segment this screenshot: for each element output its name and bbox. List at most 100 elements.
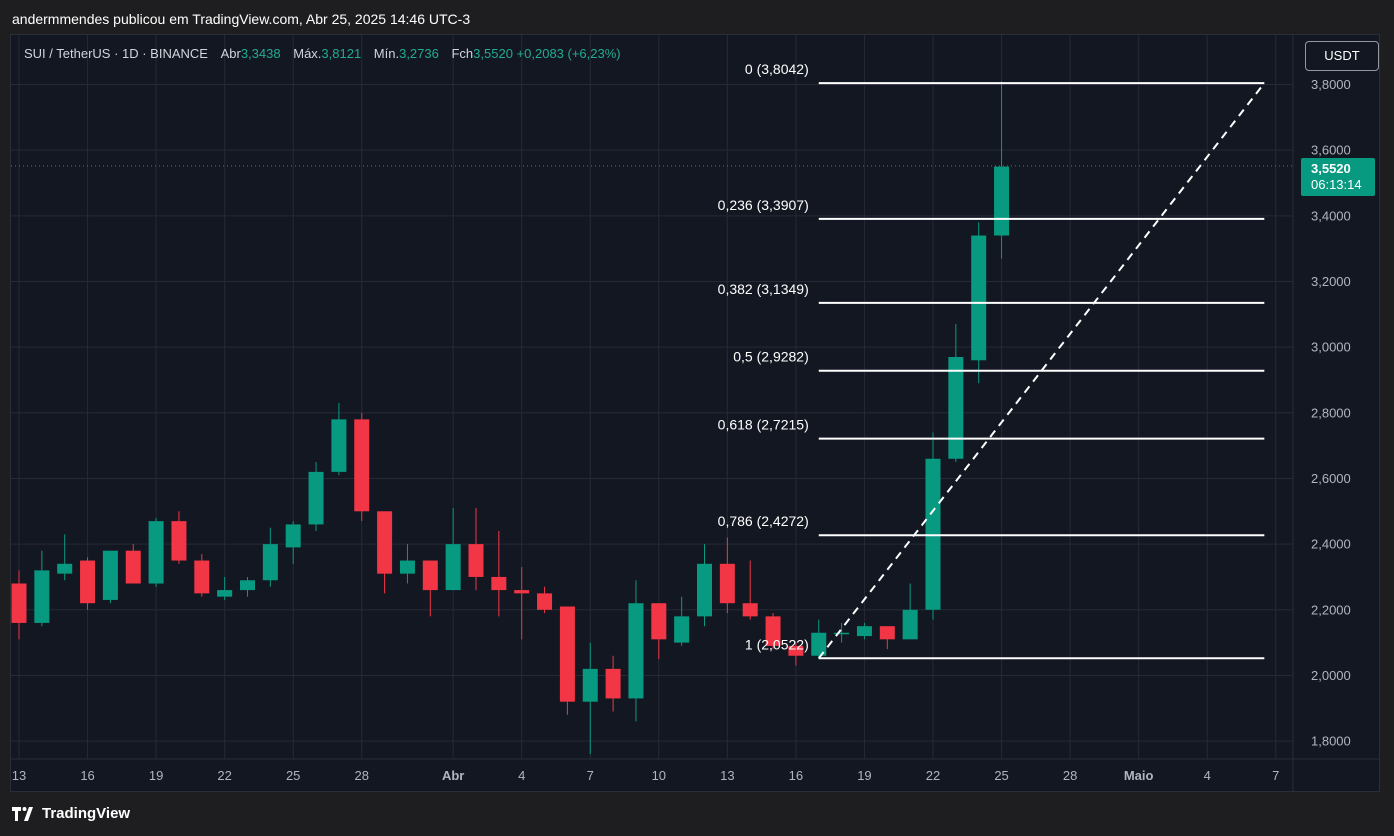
candle-body (674, 616, 690, 643)
time-tick-label: 25 (286, 768, 300, 783)
candle-body (102, 550, 118, 600)
candle (514, 567, 530, 640)
candle (262, 527, 278, 587)
candle (605, 655, 621, 712)
candle-body (879, 626, 895, 640)
candle (674, 596, 690, 646)
candle (171, 511, 187, 564)
candle (125, 544, 141, 584)
time-tick-label: 4 (1204, 768, 1211, 783)
candle-body (559, 606, 575, 702)
candle-body (971, 235, 987, 361)
time-tick-label: 4 (518, 768, 525, 783)
price-tick-label: 3,8000 (1311, 77, 1351, 92)
bar-countdown: 06:13:14 (1311, 177, 1362, 192)
candle (377, 511, 393, 594)
candle-body (468, 544, 484, 577)
candle-body (262, 544, 278, 581)
candle (697, 544, 712, 627)
fib-retracement: 0 (3,8042) 0,236 (3,3907) 0,382 (3,1349) 0,… (718, 61, 1266, 660)
candle-body (11, 583, 27, 623)
candle (559, 606, 575, 715)
candle (57, 534, 73, 581)
candle (308, 462, 324, 531)
candle (80, 557, 96, 610)
chart-panel[interactable]: 3,8000 3,6000 3,4000 3,2000 3,0000 2,8000 2,60… (10, 34, 1380, 792)
candle-body (537, 593, 553, 610)
candle-body (422, 560, 438, 591)
candle-body (994, 166, 1010, 236)
fib-level-label: 0,786 (2,4272) (718, 513, 809, 529)
candle (148, 517, 164, 587)
candle-body (308, 471, 324, 525)
candle-body (788, 645, 804, 656)
fib-level-label: 0,618 (2,7215) (718, 417, 809, 433)
candle (742, 560, 758, 620)
candle-body (34, 570, 50, 623)
candle-body (811, 632, 827, 656)
price-tick-label: 2,0000 (1311, 668, 1351, 683)
candle (719, 537, 735, 614)
candle (217, 576, 233, 600)
candle-body (194, 560, 210, 594)
time-tick-label: 16 (789, 768, 803, 783)
price-tick-label: 2,6000 (1311, 471, 1351, 486)
candle (948, 324, 964, 463)
time-tick-label: 22 (217, 768, 231, 783)
symbol-info-bar: SUI / TetherUS · 1D · BINANCE Abr3,3438 … (24, 46, 621, 61)
candles (11, 81, 1010, 755)
time-tick-label: 28 (355, 768, 369, 783)
candle (765, 613, 781, 650)
last-price-badge: 3,5520 06:13:14 (1301, 158, 1375, 196)
time-tick-label: 7 (1272, 768, 1279, 783)
time-tick-label: 10 (652, 768, 666, 783)
candle-body (171, 521, 187, 561)
price-tick-label: 2,8000 (1311, 405, 1351, 420)
publish-caption: andermmendes publicou em TradingView.com… (12, 11, 471, 27)
time-tick-label: 19 (149, 768, 163, 783)
fib-level-label: 0 (3,8042) (745, 61, 809, 77)
time-tick-label: Maio (1124, 768, 1154, 783)
candle (834, 622, 850, 643)
candle-body (148, 521, 164, 584)
time-tick-label: 7 (587, 768, 594, 783)
candle-body (240, 580, 255, 591)
grid-lines (11, 35, 1293, 759)
price-axis: 3,8000 3,6000 3,4000 3,2000 3,0000 2,8000 2,60… (1311, 77, 1351, 749)
candle-body (354, 419, 370, 512)
candle-body (902, 609, 918, 640)
open-label: Abr (220, 46, 241, 61)
candle-body (697, 563, 712, 617)
tradingview-brand: TradingView (12, 805, 130, 822)
last-price-value: 3,5520 (1311, 161, 1351, 176)
candle (102, 550, 118, 604)
time-tick-label: 28 (1063, 768, 1077, 783)
candle-body (125, 550, 141, 584)
candle (11, 570, 27, 640)
tradingview-logo-icon (12, 806, 33, 821)
candle (856, 622, 872, 640)
candle (194, 553, 210, 597)
candle (582, 642, 598, 755)
candle-body (765, 616, 781, 646)
candle (468, 508, 484, 591)
candle (399, 544, 415, 584)
time-tick-label: 22 (926, 768, 940, 783)
time-tick-label: 13 (720, 768, 734, 783)
symbol-name: SUI / TetherUS · 1D · BINANCE (24, 46, 208, 61)
candle-body (57, 563, 73, 574)
candle-body (491, 576, 507, 591)
candle-body (582, 668, 598, 702)
price-tick-label: 3,2000 (1311, 274, 1351, 289)
price-tick-label: 3,0000 (1311, 340, 1351, 355)
candle (628, 580, 644, 722)
candle-body (445, 544, 461, 591)
brand-name: TradingView (42, 805, 131, 822)
candle-body (856, 626, 872, 637)
currency-button[interactable]: USDT (1305, 41, 1379, 71)
candle-body (628, 603, 644, 699)
close-label: Fch (451, 46, 474, 61)
candlestick-chart[interactable]: 3,8000 3,6000 3,4000 3,2000 3,0000 2,8000 2,60… (11, 35, 1379, 791)
candle-body (514, 590, 530, 594)
candle (354, 412, 370, 522)
